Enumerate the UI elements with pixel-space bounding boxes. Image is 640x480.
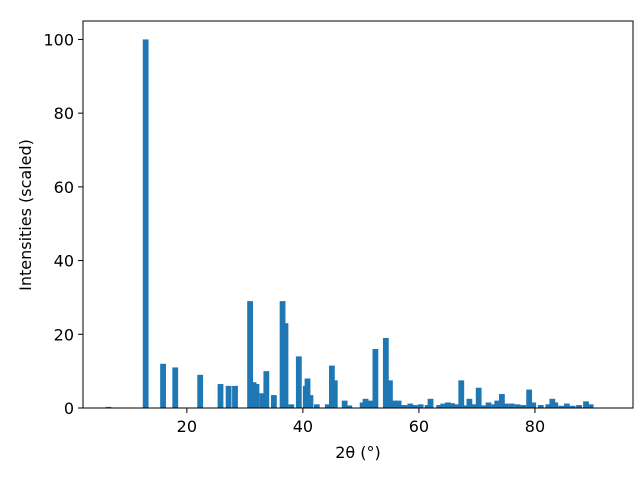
bar	[197, 374, 204, 408]
bar	[307, 395, 314, 408]
bar	[552, 402, 559, 408]
bar	[417, 404, 424, 408]
bar	[395, 400, 402, 408]
y-tick-label: 20	[54, 325, 74, 344]
bar	[479, 405, 486, 408]
y-tick-label: 100	[43, 30, 74, 49]
bar	[503, 403, 509, 408]
bar	[346, 405, 353, 408]
bar	[362, 398, 369, 408]
bar	[471, 404, 477, 408]
x-tick-label: 20	[177, 417, 197, 436]
bar	[445, 402, 451, 408]
bar	[288, 404, 295, 408]
bar	[508, 403, 515, 408]
y-axis-label: Intensities (scaled)	[16, 139, 35, 291]
bar	[247, 301, 253, 408]
bar	[232, 385, 238, 408]
bar	[401, 405, 408, 408]
y-tick-label: 80	[54, 104, 74, 123]
bar	[458, 380, 465, 408]
bar	[449, 403, 455, 408]
bar	[520, 405, 527, 408]
bar	[462, 405, 469, 408]
bar	[391, 400, 398, 408]
bar	[324, 404, 331, 408]
bar	[160, 363, 166, 408]
x-tick-label: 40	[293, 417, 313, 436]
bar	[217, 384, 224, 408]
bar	[514, 404, 521, 408]
y-tick-label: 40	[54, 252, 74, 271]
bar	[225, 385, 232, 408]
bar	[453, 404, 460, 408]
bar	[250, 382, 257, 408]
bar	[282, 323, 289, 408]
bar	[295, 356, 302, 408]
bar	[558, 405, 564, 408]
bar	[341, 400, 348, 408]
bar	[263, 371, 270, 408]
bar	[475, 387, 482, 408]
y-tick-label: 60	[54, 178, 74, 197]
bar	[304, 378, 311, 408]
bar	[530, 402, 537, 408]
bar	[270, 395, 277, 408]
bar	[172, 367, 179, 408]
bar	[142, 39, 149, 409]
bar	[498, 393, 505, 408]
bar	[382, 337, 389, 408]
x-axis-label: 2θ (°)	[335, 443, 381, 462]
bar	[253, 384, 260, 408]
bar	[485, 402, 492, 408]
bar	[105, 406, 112, 408]
bar	[331, 380, 338, 408]
bar	[587, 404, 594, 408]
x-tick-label: 60	[409, 417, 429, 436]
bar	[259, 393, 266, 408]
bar	[545, 404, 552, 408]
bar	[563, 403, 570, 408]
bar	[436, 405, 443, 408]
bar	[313, 404, 320, 408]
bar	[466, 398, 473, 408]
bar	[407, 403, 414, 408]
bar	[576, 405, 582, 408]
x-tick-label: 80	[525, 417, 545, 436]
y-tick-label: 0	[64, 399, 74, 418]
bar	[583, 401, 589, 408]
bar	[569, 405, 576, 408]
bar	[537, 405, 544, 408]
bar	[526, 389, 533, 408]
bar	[440, 403, 447, 408]
bar	[494, 400, 501, 408]
bar	[411, 405, 418, 408]
bar	[427, 398, 434, 408]
axes-frame	[82, 20, 634, 409]
bar	[372, 349, 379, 408]
bar	[387, 380, 393, 408]
